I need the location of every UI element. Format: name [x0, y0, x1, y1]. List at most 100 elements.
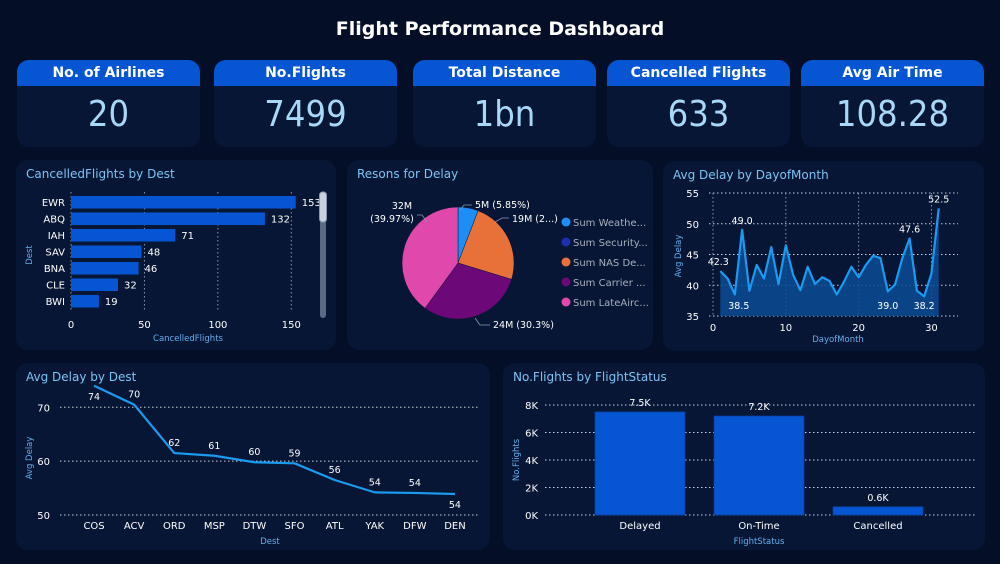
legend-swatch: [561, 257, 571, 267]
pie-slice: [457, 210, 515, 280]
data-label: 49.0: [732, 216, 753, 227]
chart-title: Resons for Delay: [357, 167, 459, 181]
data-label: 153: [302, 198, 321, 209]
panel-avg-delay-by-dest: Avg Delay by Dest 50 60 70 COS 74 ACV 70 ORD 62 M…: [16, 363, 490, 550]
legend-item[interactable]: Sum Security...: [573, 238, 648, 249]
kpi-value: 20: [87, 94, 130, 135]
x-tick-label: Delayed: [619, 521, 660, 532]
y-tick-label: BWI: [46, 297, 65, 308]
leader-line: [474, 317, 490, 326]
x-axis-title: CancelledFlights: [153, 334, 224, 344]
x-tick-label: ORD: [163, 521, 186, 532]
legend-item[interactable]: Sum Carrier ...: [573, 278, 646, 289]
x-axis-title: FlightStatus: [734, 537, 785, 547]
bar: [71, 262, 139, 275]
kpi-card-airtime[interactable]: Avg Air Time 108.28: [801, 60, 984, 147]
y-axis-title: Dest: [25, 245, 35, 265]
panel-cancelled-by-dest: CancelledFlights by Dest 0 50 100 150 EWR 153…: [16, 160, 336, 350]
legend-item[interactable]: Sum Weathe...: [573, 218, 646, 229]
y-tick-label: 2K: [525, 484, 538, 495]
data-label: 19M (2...): [512, 214, 558, 225]
x-tick-label: Cancelled: [853, 521, 902, 532]
data-label: 132: [271, 215, 290, 226]
leader-line: [459, 204, 472, 211]
x-tick-label: 10: [779, 323, 792, 334]
y-tick-label: 4K: [525, 456, 538, 467]
legend-item[interactable]: Sum LateAirc...: [573, 298, 649, 309]
data-label: 56: [329, 465, 341, 476]
y-tick-label: 35: [686, 312, 699, 323]
data-label: 7.5K: [629, 398, 651, 409]
series-line: [719, 208, 940, 298]
data-label: 48: [148, 248, 161, 259]
y-tick-label: 70: [37, 403, 50, 414]
y-tick-label: ABQ: [43, 215, 65, 226]
x-tick-label: On-Time: [738, 521, 779, 532]
x-axis-title: DayofMonth: [812, 335, 864, 345]
x-tick-label: 0: [710, 323, 716, 334]
x-tick-label: 100: [208, 320, 227, 331]
x-tick-label: DFW: [403, 521, 426, 532]
data-label: 19: [105, 297, 118, 308]
data-label: 74: [88, 392, 100, 403]
data-label: 54: [449, 500, 461, 511]
avg-delay-by-dest-chart[interactable]: 50 60 70 COS 74 ACV 70 ORD 62 MSP 61 DTW 60 SFO 59 ATL 5…: [16, 363, 490, 550]
series-line: [93, 384, 455, 496]
x-tick-label: 0: [68, 320, 74, 331]
kpi-card-distance[interactable]: Total Distance 1bn: [413, 60, 596, 147]
bar: [594, 411, 686, 516]
pie-slice: [424, 262, 512, 320]
data-label: 61: [208, 441, 220, 452]
x-tick-label: SFO: [285, 521, 305, 532]
kpi-card-airlines[interactable]: No. of Airlines 20: [17, 60, 200, 147]
leader-line: [417, 214, 428, 223]
bar: [71, 245, 142, 258]
data-label: 62: [168, 438, 180, 449]
panel-flights-by-status: No.Flights by FlightStatus 0K 2K 4K 6K 8K 7.5…: [503, 363, 985, 550]
x-tick-label: DEN: [444, 521, 466, 532]
data-label: 54: [409, 478, 421, 489]
chart-title: No.Flights by FlightStatus: [513, 370, 667, 384]
panel-reasons-for-delay: Resons for Delay 5M (5.85%) 19M (2...) 24M…: [347, 160, 653, 350]
legend-item[interactable]: Sum NAS De...: [573, 258, 646, 269]
flights-by-status-chart[interactable]: 0K 2K 4K 6K 8K 7.5K Delayed 7.2K On-Time 0.6K Canc…: [503, 363, 985, 550]
kpi-label: Avg Air Time: [801, 60, 984, 86]
y-tick-label: BNA: [44, 264, 65, 275]
panel-avg-delay-by-day: Avg Delay by DayofMonth 35 40 45 50 55 0 10 20 3…: [663, 161, 984, 351]
legend-swatch: [561, 297, 571, 307]
data-label: 46: [145, 264, 158, 275]
y-tick-label: 55: [686, 189, 699, 200]
data-label: 32M: [392, 201, 412, 212]
scrollbar-track[interactable]: [320, 192, 326, 318]
chart-title: Avg Delay by DayofMonth: [673, 168, 829, 182]
data-label: 42.3: [708, 257, 729, 268]
y-tick-label: 0K: [525, 511, 538, 522]
x-axis-title: Dest: [260, 537, 280, 547]
data-label: 32: [124, 281, 137, 292]
kpi-label: No. of Airlines: [17, 60, 200, 86]
bar: [71, 212, 265, 225]
y-tick-label: 50: [686, 220, 699, 231]
kpi-card-cancelled[interactable]: Cancelled Flights 633: [607, 60, 790, 147]
x-tick-label: DTW: [243, 521, 267, 532]
kpi-value: 7499: [264, 94, 347, 135]
scrollbar-thumb[interactable]: [319, 191, 327, 223]
legend-swatch: [561, 277, 571, 287]
kpi-card-flights[interactable]: No.Flights 7499: [214, 60, 397, 147]
bar: [832, 506, 924, 516]
area-fill: [720, 208, 939, 316]
data-label: 24M (30.3%): [493, 320, 554, 331]
cancelled-by-dest-chart[interactable]: 0 50 100 150 EWR 153 ABQ 132 IAH 71 SAV 48 BNA 46 CLE 3…: [16, 160, 336, 350]
kpi-value: 108.28: [835, 94, 950, 135]
dashboard-title: Flight Performance Dashboard: [335, 18, 665, 40]
y-tick-label: 45: [686, 251, 699, 262]
y-tick-label: CLE: [46, 281, 65, 292]
legend-swatch: [561, 217, 571, 227]
reasons-pie-chart[interactable]: 5M (5.85%) 19M (2...) 24M (30.3%) 32M (39.97…: [347, 160, 653, 350]
bar: [71, 295, 99, 308]
avg-delay-by-day-chart[interactable]: 35 40 45 50 55 0 10 20 30 42.3 38.5 49.0 39.0 47.6 38.…: [663, 161, 984, 351]
data-label: 60: [248, 447, 260, 458]
y-axis-title: Avg Delay: [25, 437, 35, 480]
kpi-value: 633: [667, 94, 730, 135]
data-label: 38.5: [728, 301, 749, 312]
